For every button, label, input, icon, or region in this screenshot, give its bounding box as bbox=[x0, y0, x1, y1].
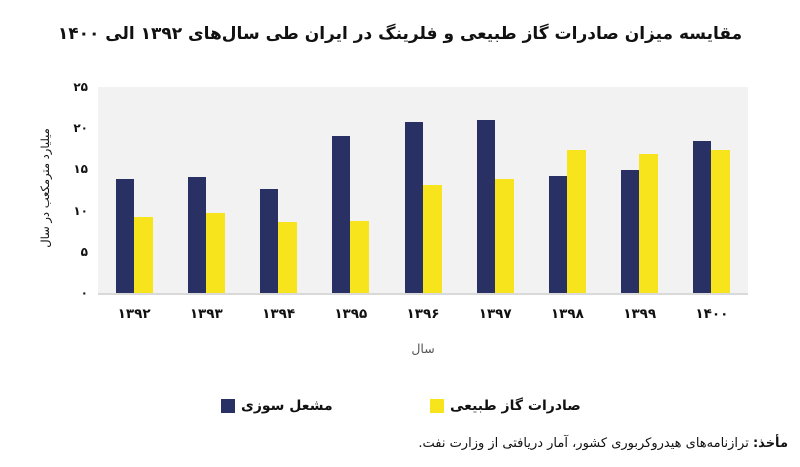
bar-export-1392 bbox=[133, 217, 153, 293]
legend-label-export: صادرات گاز طبیعی bbox=[450, 398, 581, 414]
bar-flare-1395 bbox=[332, 136, 351, 293]
bar-export-1400 bbox=[711, 150, 731, 293]
legend-swatch-flare-icon bbox=[221, 399, 235, 413]
y-tick-0: ۰ bbox=[80, 286, 88, 300]
x-tick-1399: ۱۳۹۹ bbox=[623, 306, 657, 322]
bar-export-1394 bbox=[278, 222, 298, 293]
x-tick-1393: ۱۳۹۳ bbox=[189, 306, 223, 322]
y-tick-10: ۱۰ bbox=[73, 203, 88, 218]
bar-flare-1393 bbox=[187, 176, 206, 293]
legend-swatch-export-icon bbox=[430, 399, 444, 413]
bar-flare-1394 bbox=[260, 189, 279, 293]
bar-export-1395 bbox=[350, 221, 370, 293]
y-tick-5: ۵ bbox=[80, 244, 88, 259]
x-tick-1395: ۱۳۹۵ bbox=[334, 306, 368, 322]
source-note: مأخذ: ترازنامه‌های هیدروکربوری کشور، آما… bbox=[418, 436, 788, 451]
source-label: مأخذ: bbox=[752, 436, 788, 451]
x-tick-1392: ۱۳۹۲ bbox=[117, 306, 151, 322]
x-axis-title: سال bbox=[411, 341, 435, 356]
x-tick-1400: ۱۴۰۰ bbox=[695, 306, 729, 322]
y-axis-title: میلیارد مترمکعب در سال bbox=[38, 128, 52, 248]
chart-title: مقایسه میزان صادرات گاز طبیعی و فلرینگ د… bbox=[57, 24, 743, 44]
legend-label-flare: مشعل سوزی bbox=[241, 398, 333, 414]
bar-flare-1399 bbox=[621, 170, 640, 293]
plot-area bbox=[98, 87, 748, 295]
bar-flare-1392 bbox=[115, 179, 134, 293]
bar-export-1397 bbox=[494, 178, 514, 293]
x-tick-1394: ۱۳۹۴ bbox=[262, 306, 296, 322]
source-text: ترازنامه‌های هیدروکربوری کشور، آمار دریا… bbox=[418, 436, 749, 451]
bar-flare-1398 bbox=[548, 176, 567, 293]
bar-flare-1397 bbox=[476, 120, 495, 293]
y-tick-25: ۲۵ bbox=[73, 80, 88, 94]
bar-flare-1400 bbox=[693, 140, 712, 293]
bar-export-1398 bbox=[566, 149, 586, 293]
x-tick-1396: ۱۳۹۶ bbox=[406, 306, 440, 322]
bar-export-1399 bbox=[639, 153, 659, 293]
x-tick-1398: ۱۳۹۸ bbox=[550, 306, 584, 322]
bar-export-1393 bbox=[205, 213, 225, 293]
x-tick-1397: ۱۳۹۷ bbox=[478, 306, 512, 322]
y-tick-20: ۲۰ bbox=[73, 121, 88, 136]
bar-flare-1396 bbox=[404, 122, 423, 293]
legend-item-export: صادرات گاز طبیعی bbox=[430, 398, 581, 414]
y-tick-15: ۱۵ bbox=[73, 162, 88, 177]
bar-export-1396 bbox=[422, 185, 442, 293]
legend-item-flare: مشعل سوزی bbox=[221, 398, 333, 414]
